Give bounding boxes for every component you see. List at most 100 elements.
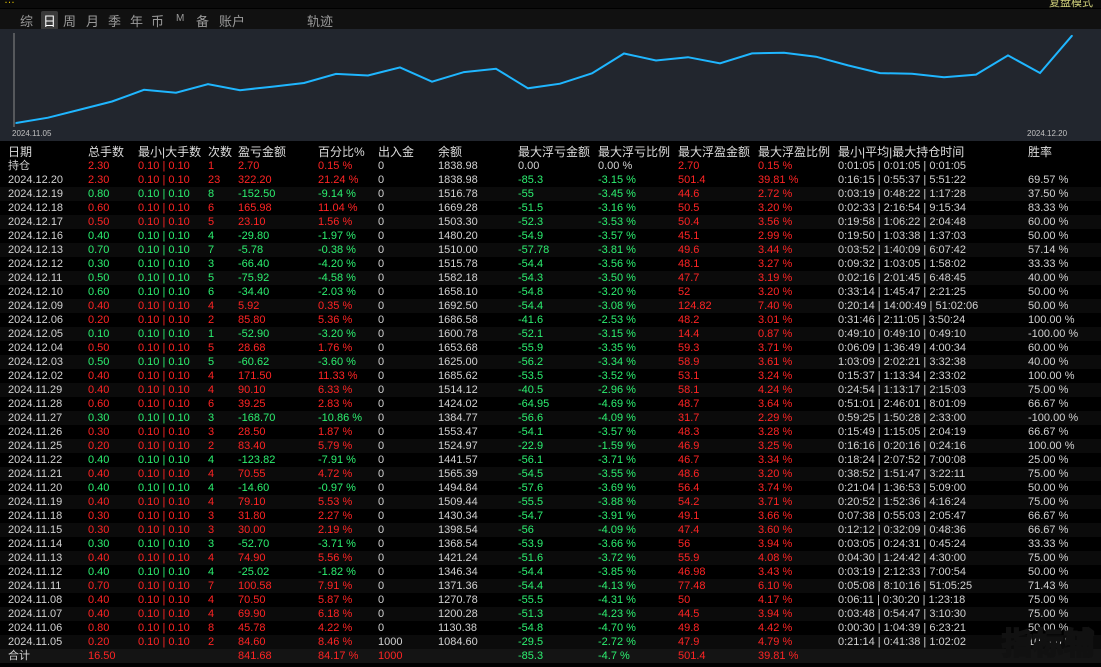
header-balance: 余额 [438, 145, 463, 159]
row-7-percent: -4.58 % [318, 272, 356, 284]
row-21-max-float-loss: -54.5 [518, 468, 544, 480]
row-1-hold-time: 0:03:19 | 0:48:22 | 1:17:28 [838, 188, 967, 200]
row-10-balance: 1686.58 [438, 314, 478, 326]
row-29-count: 7 [208, 580, 215, 592]
row-29-date: 2024.11.11 [8, 580, 62, 592]
row-11-min-max-lots: 0.10 | 0.10 [138, 328, 190, 340]
row-18-win-rate: 66.67 % [1028, 426, 1069, 438]
row-17-count: 3 [208, 412, 215, 424]
row-5-hold-time: 0:03:52 | 1:40:09 | 6:07:42 [838, 244, 967, 256]
tab-0[interactable]: 综 [20, 14, 34, 29]
row-7-max-float-loss: -54.3 [518, 272, 544, 284]
row-6-total-lots: 0.30 [88, 258, 110, 270]
row-6-count: 3 [208, 258, 215, 270]
row-20-hold-time: 0:18:24 | 2:07:52 | 7:00:08 [838, 454, 967, 466]
tab-8[interactable]: 备 [196, 14, 210, 29]
chart-end-date: 2024.12.20 [1027, 129, 1068, 138]
row-18-max-float-loss: -54.1 [518, 426, 544, 438]
row-9-balance: 1692.50 [438, 300, 478, 312]
row-26-pnl: -52.70 [238, 538, 270, 550]
tab-7[interactable]: M [176, 13, 185, 24]
header-percent: 百分比% [318, 145, 365, 159]
row-11-date: 2024.12.05 [8, 328, 64, 340]
row-13-max-float-profit-pct: 3.61 % [758, 356, 793, 368]
tab-10[interactable]: 轨迹 [307, 14, 334, 29]
row-15-max-float-profit-pct: 4.24 % [758, 384, 793, 396]
row-26-hold-time: 0:03:05 | 0:24:31 | 0:45:24 [838, 538, 967, 550]
balance-point-7 [239, 89, 241, 91]
row-7-max-float-profit-pct: 3.19 % [758, 272, 793, 284]
row-23-hold-time: 0:20:52 | 1:52:36 | 4:16:24 [838, 496, 967, 508]
row-15-deposit: 0 [378, 384, 385, 396]
row-1-max-float-profit-pct: 2.72 % [758, 188, 793, 200]
row-24-max-float-profit-pct: 3.66 % [758, 510, 793, 522]
balance-point-24 [783, 51, 785, 54]
row-16-deposit: 0 [378, 398, 385, 410]
row-14-deposit: 0 [378, 370, 385, 382]
row-13-win-rate: 40.00 % [1028, 356, 1069, 368]
row-31-max-float-loss-pct: -4.23 % [598, 608, 636, 620]
row-13-percent: -3.60 % [318, 356, 356, 368]
balance-point-14 [463, 71, 465, 73]
row-26-max-float-loss-pct: -3.66 % [598, 538, 636, 550]
row-5-win-rate: 57.14 % [1028, 244, 1069, 256]
row-25-max-float-profit-pct: 3.60 % [758, 524, 793, 536]
row-stripe [0, 411, 1101, 425]
row-14-max-float-profit: 53.1 [678, 370, 700, 382]
row-11-balance: 1600.78 [438, 328, 478, 340]
row-2-win-rate: 83.33 % [1028, 202, 1069, 214]
tab-3[interactable]: 月 [86, 14, 100, 29]
row-33-percent: 8.46 % [318, 636, 353, 648]
row-stripe [0, 355, 1101, 369]
row-15-date: 2024.11.29 [8, 384, 63, 396]
row-24-date: 2024.11.18 [8, 510, 63, 522]
tab-9[interactable]: 账户 [219, 14, 246, 29]
row-27-total-lots: 0.40 [88, 552, 110, 564]
tab-1[interactable]: 日 [41, 11, 59, 30]
total-total-lots: 16.50 [88, 650, 116, 662]
row-25-count: 3 [208, 524, 215, 536]
row-31-percent: 6.18 % [318, 608, 353, 620]
row-24-max-float-profit: 49.1 [678, 510, 700, 522]
row-0-max-float-loss-pct: -3.15 % [598, 174, 636, 186]
balance-point-0 [15, 122, 17, 124]
tab-5[interactable]: 年 [130, 14, 144, 29]
header-count: 次数 [208, 145, 233, 159]
row-15-hold-time: 0:24:54 | 1:13:17 | 2:15:03 [838, 384, 967, 396]
row-3-min-max-lots: 0.10 | 0.10 [138, 216, 190, 228]
header-total-lots: 总手数 [88, 145, 125, 159]
row-8-max-float-loss-pct: -3.20 % [598, 286, 636, 298]
row-28-balance: 1346.34 [438, 566, 478, 578]
tab-6[interactable]: 币 [151, 14, 165, 29]
title-bar: … 复盘模式 [0, 0, 1101, 9]
row-31-pnl: 69.90 [238, 608, 266, 620]
row-22-max-float-profit-pct: 3.74 % [758, 482, 793, 494]
row-32-max-float-profit-pct: 4.42 % [758, 622, 793, 634]
row-9-deposit: 0 [378, 300, 385, 312]
row-21-max-float-profit: 48.6 [678, 468, 700, 480]
row-33-count: 2 [208, 636, 215, 648]
row-23-date: 2024.11.19 [8, 496, 63, 508]
row-19-min-max-lots: 0.10 | 0.10 [138, 440, 190, 452]
row-17-max-float-loss: -56.6 [518, 412, 544, 424]
row-18-max-float-profit-pct: 3.28 % [758, 426, 793, 438]
row-11-win-rate: -100.00 % [1028, 328, 1079, 340]
tab-4[interactable]: 季 [108, 14, 122, 29]
row-19-percent: 5.79 % [318, 440, 353, 452]
row-25-date: 2024.11.15 [8, 524, 63, 536]
row-31-max-float-loss: -51.3 [518, 608, 544, 620]
watermark: 指标辅 [1001, 627, 1095, 662]
row-12-pnl: 28.68 [238, 342, 266, 354]
row-9-win-rate: 50.00 % [1028, 300, 1069, 312]
row-5-balance: 1510.00 [438, 244, 478, 256]
row-3-max-float-loss-pct: -3.53 % [598, 216, 636, 228]
tab-2[interactable]: 周 [63, 14, 77, 29]
row-30-date: 2024.11.08 [8, 594, 63, 606]
row-8-total-lots: 0.60 [88, 286, 110, 298]
row-24-total-lots: 0.30 [88, 510, 110, 522]
row-5-total-lots: 0.70 [88, 244, 110, 256]
row-5-max-float-profit: 49.6 [678, 244, 700, 256]
row-15-min-max-lots: 0.10 | 0.10 [138, 384, 190, 396]
row-17-total-lots: 0.30 [88, 412, 110, 424]
row-15-count: 4 [208, 384, 215, 396]
